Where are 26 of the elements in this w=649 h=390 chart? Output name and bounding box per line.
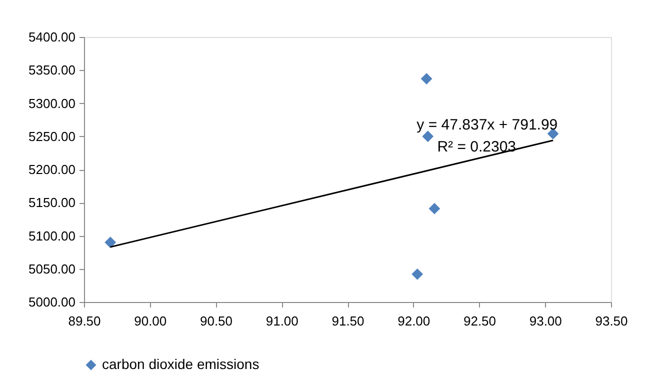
y-tick-label: 5050.00	[28, 261, 76, 276]
annotation: y = 47.837x + 791.99	[416, 116, 558, 134]
x-tick-label: 89.50	[68, 314, 101, 328]
x-tick-label: 90.00	[134, 314, 167, 328]
point	[412, 268, 424, 280]
x-tick-label: 91.50	[332, 314, 364, 328]
point	[428, 202, 440, 214]
point	[422, 130, 434, 142]
x-tick-label: 90.50	[200, 314, 233, 328]
y-tick-label: 5150.00	[28, 195, 76, 210]
point	[104, 236, 116, 248]
y-tick-label: 5100.00	[28, 228, 76, 244]
y-tick-label: 5400.00	[28, 30, 76, 44]
y-tick-label: 5300.00	[28, 96, 76, 111]
x-tick-label: 92.00	[398, 314, 430, 328]
x-tick-label: 93.50	[595, 314, 628, 328]
y-tick-label: 5000.00	[28, 294, 76, 310]
legend-label: carbon dioxide emissions	[102, 356, 260, 372]
y-tick-label: 5250.00	[28, 128, 76, 144]
x-tick-label: 92.50	[463, 314, 496, 328]
y-tick-label: 5350.00	[28, 62, 76, 78]
x-tick-label: 93.00	[529, 314, 562, 328]
point	[420, 73, 432, 84]
annotation: R² = 0.2303	[437, 138, 516, 156]
y-tick-label: 5200.00	[28, 162, 76, 177]
x-tick-label: 91.00	[266, 314, 298, 328]
